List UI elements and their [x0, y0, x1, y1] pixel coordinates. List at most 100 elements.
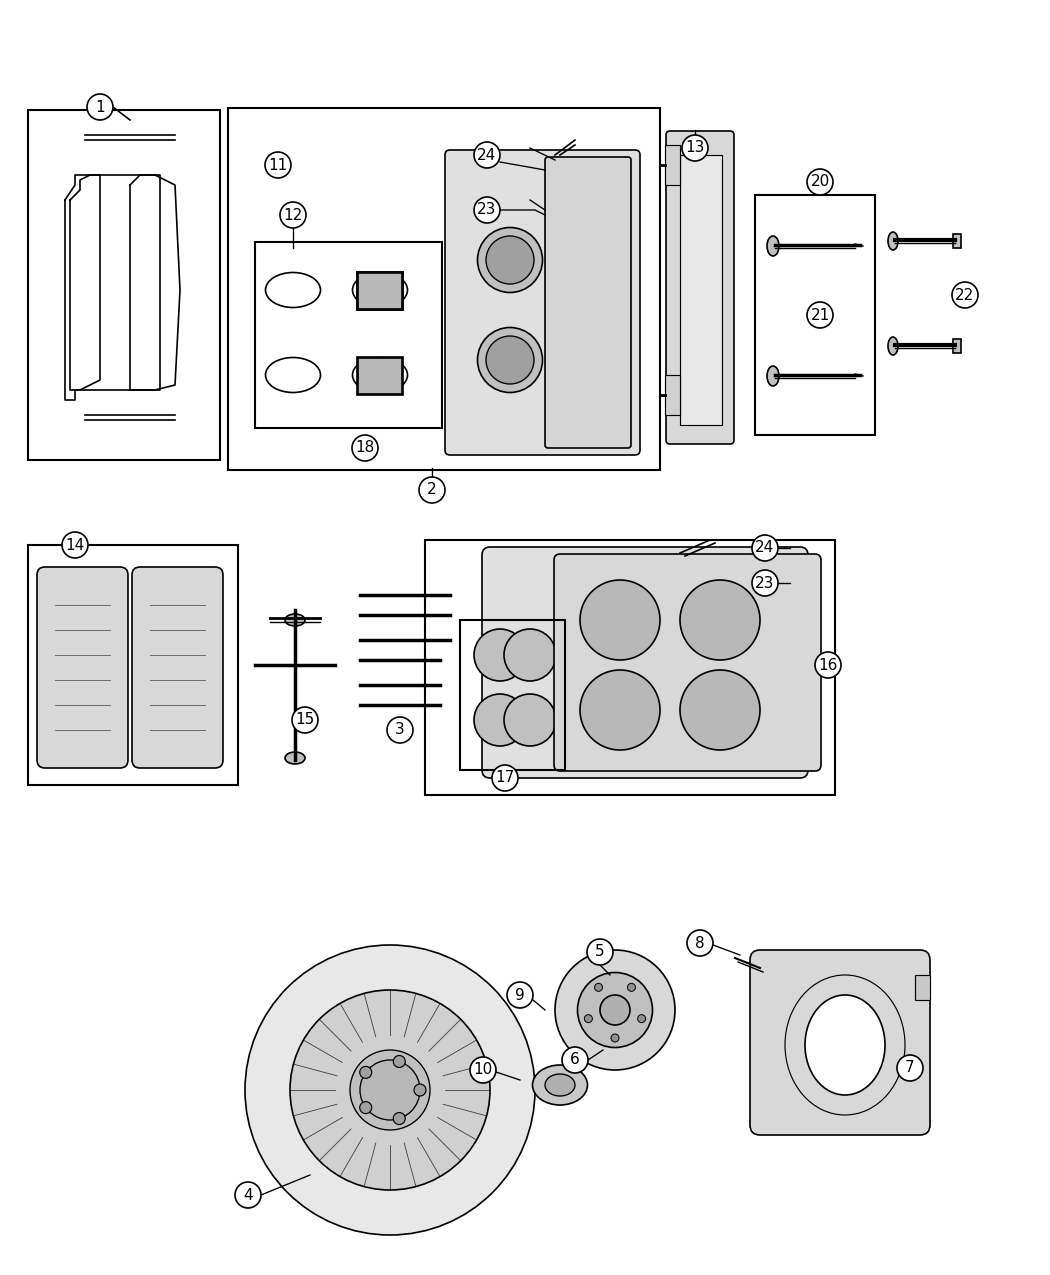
Ellipse shape: [394, 1056, 405, 1067]
Circle shape: [62, 532, 88, 558]
Ellipse shape: [888, 337, 898, 354]
FancyBboxPatch shape: [445, 150, 640, 455]
Bar: [357, 272, 403, 310]
Bar: [755, 195, 875, 435]
Ellipse shape: [474, 694, 526, 746]
Ellipse shape: [478, 328, 543, 393]
Bar: [255, 242, 442, 428]
Text: 18: 18: [355, 440, 375, 455]
Ellipse shape: [580, 669, 660, 750]
Text: 2: 2: [427, 482, 437, 497]
Text: 21: 21: [811, 307, 830, 323]
FancyBboxPatch shape: [554, 555, 821, 771]
Text: 5: 5: [595, 945, 605, 960]
Bar: [953, 339, 961, 353]
Bar: [28, 544, 238, 785]
Ellipse shape: [611, 1034, 619, 1042]
Text: 17: 17: [496, 770, 514, 785]
Circle shape: [492, 765, 518, 790]
FancyBboxPatch shape: [132, 567, 223, 768]
Text: 24: 24: [478, 148, 497, 162]
Bar: [357, 357, 403, 395]
Ellipse shape: [585, 1015, 592, 1023]
Circle shape: [752, 570, 778, 595]
Ellipse shape: [637, 1015, 646, 1023]
Text: 3: 3: [395, 723, 405, 737]
Ellipse shape: [594, 983, 603, 992]
FancyBboxPatch shape: [482, 547, 808, 778]
Circle shape: [587, 938, 613, 965]
Text: 1: 1: [96, 99, 105, 115]
Circle shape: [474, 198, 500, 223]
Circle shape: [562, 1047, 588, 1074]
FancyBboxPatch shape: [37, 567, 128, 768]
Circle shape: [265, 152, 291, 179]
Circle shape: [474, 142, 500, 168]
Ellipse shape: [486, 337, 534, 384]
Ellipse shape: [360, 1066, 372, 1079]
FancyBboxPatch shape: [666, 131, 734, 444]
Text: 23: 23: [478, 203, 497, 218]
Ellipse shape: [360, 1060, 420, 1119]
Ellipse shape: [285, 615, 304, 626]
Ellipse shape: [414, 1084, 426, 1096]
Ellipse shape: [486, 236, 534, 284]
FancyBboxPatch shape: [750, 950, 930, 1135]
Ellipse shape: [504, 694, 556, 746]
Text: 13: 13: [686, 140, 705, 156]
Ellipse shape: [580, 580, 660, 660]
Ellipse shape: [805, 994, 885, 1095]
Text: 4: 4: [244, 1187, 253, 1202]
Bar: [357, 272, 403, 310]
Bar: [665, 375, 680, 414]
Ellipse shape: [680, 669, 760, 750]
Ellipse shape: [545, 1074, 575, 1096]
Circle shape: [470, 1057, 496, 1082]
Circle shape: [280, 201, 306, 228]
Circle shape: [897, 1054, 923, 1081]
Text: 22: 22: [956, 287, 974, 302]
Ellipse shape: [680, 580, 760, 660]
Ellipse shape: [888, 232, 898, 250]
Ellipse shape: [478, 227, 543, 292]
FancyBboxPatch shape: [545, 157, 631, 448]
Ellipse shape: [766, 236, 779, 256]
Circle shape: [387, 717, 413, 743]
Text: 8: 8: [695, 936, 705, 950]
Circle shape: [815, 652, 841, 678]
Bar: [358, 273, 402, 309]
Text: 14: 14: [65, 538, 85, 552]
Bar: [680, 156, 722, 425]
Circle shape: [87, 94, 113, 120]
Circle shape: [507, 982, 533, 1009]
Ellipse shape: [360, 1102, 372, 1113]
Ellipse shape: [285, 752, 304, 764]
Ellipse shape: [600, 994, 630, 1025]
Text: 12: 12: [284, 208, 302, 223]
Ellipse shape: [394, 1113, 405, 1125]
Text: 9: 9: [516, 988, 525, 1002]
Ellipse shape: [578, 973, 652, 1048]
Text: 11: 11: [269, 158, 288, 172]
Ellipse shape: [766, 366, 779, 386]
Bar: [915, 975, 930, 1000]
Circle shape: [292, 708, 318, 733]
Ellipse shape: [245, 945, 536, 1235]
Bar: [460, 620, 565, 770]
Circle shape: [687, 929, 713, 956]
Text: 24: 24: [755, 541, 775, 556]
Ellipse shape: [532, 1065, 588, 1105]
Bar: [358, 358, 402, 394]
Text: 23: 23: [755, 575, 775, 590]
Ellipse shape: [504, 629, 556, 681]
Text: 6: 6: [570, 1052, 580, 1067]
Ellipse shape: [350, 1051, 430, 1130]
Circle shape: [235, 1182, 261, 1207]
Bar: [425, 541, 835, 796]
Bar: [665, 145, 680, 185]
Circle shape: [807, 170, 833, 195]
Text: 10: 10: [474, 1062, 492, 1077]
Bar: [953, 235, 961, 249]
Ellipse shape: [555, 950, 675, 1070]
Circle shape: [352, 435, 378, 462]
